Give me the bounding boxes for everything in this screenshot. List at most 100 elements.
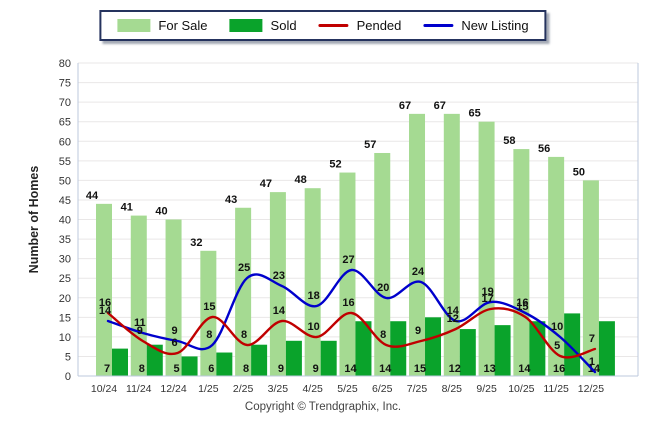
x-tick-label: 8/25 bbox=[442, 383, 463, 395]
label-pended-value: 15 bbox=[203, 301, 215, 313]
label-pended-value: 7 bbox=[589, 333, 595, 345]
y-tick-label: 70 bbox=[59, 97, 71, 109]
label-sold-value: 14 bbox=[588, 363, 601, 375]
label-for-sale-value: 52 bbox=[329, 159, 341, 171]
bar-for-sale bbox=[165, 219, 182, 376]
label-sold-value: 13 bbox=[483, 363, 495, 375]
bar-for-sale bbox=[478, 121, 495, 376]
x-tick-label: 6/25 bbox=[372, 383, 393, 395]
line-pended bbox=[106, 307, 597, 359]
label-for-sale-value: 43 bbox=[225, 194, 237, 206]
label-new-listing-value: 20 bbox=[377, 282, 389, 294]
y-tick-label: 25 bbox=[59, 273, 71, 285]
label-sold-value: 14 bbox=[344, 363, 357, 375]
label-sold-value: 8 bbox=[139, 363, 145, 375]
y-tick-label: 80 bbox=[59, 58, 71, 70]
y-tick-label: 55 bbox=[59, 156, 71, 168]
label-for-sale-value: 67 bbox=[399, 100, 411, 112]
y-axis-title: Number of Homes bbox=[27, 166, 41, 274]
y-tick-label: 50 bbox=[59, 175, 71, 187]
label-for-sale-value: 32 bbox=[190, 237, 202, 249]
label-sold-value: 15 bbox=[414, 363, 426, 375]
label-pended-value: 5 bbox=[554, 340, 560, 352]
bar-for-sale bbox=[409, 113, 426, 377]
x-tick-label: 11/24 bbox=[126, 383, 152, 395]
label-for-sale-value: 47 bbox=[260, 178, 272, 190]
bar-sold bbox=[251, 344, 268, 376]
label-new-listing-value: 8 bbox=[206, 329, 212, 341]
label-sold-value: 5 bbox=[173, 363, 179, 375]
y-tick-label: 45 bbox=[59, 195, 71, 207]
legend-label-sold: Sold bbox=[270, 18, 297, 33]
label-pended-value: 10 bbox=[308, 321, 320, 333]
y-tick-label: 40 bbox=[59, 215, 71, 227]
label-new-listing-value: 25 bbox=[238, 262, 250, 274]
y-tick-label: 20 bbox=[59, 293, 71, 305]
bar-for-sale bbox=[582, 180, 599, 376]
label-pended-value: 14 bbox=[273, 305, 286, 317]
label-for-sale-value: 50 bbox=[573, 166, 585, 178]
legend-item-for-sale: For Sale bbox=[117, 18, 208, 33]
bar-for-sale bbox=[130, 215, 147, 376]
legend-label-pended: Pended bbox=[356, 18, 402, 33]
label-pended-value: 17 bbox=[481, 293, 493, 305]
label-new-listing-value: 10 bbox=[551, 321, 563, 333]
label-new-listing-value: 11 bbox=[134, 317, 146, 329]
label-pended-value: 15 bbox=[516, 301, 528, 313]
bar-for-sale bbox=[513, 149, 530, 376]
y-tick-label: 75 bbox=[59, 78, 71, 90]
bar-sold bbox=[459, 329, 476, 376]
label-new-listing-value: 14 bbox=[447, 305, 460, 317]
x-tick-label: 3/25 bbox=[268, 383, 289, 395]
label-sold-value: 16 bbox=[553, 363, 565, 375]
label-new-listing-value: 24 bbox=[412, 266, 425, 278]
label-for-sale-value: 40 bbox=[155, 206, 167, 218]
label-sold-value: 14 bbox=[379, 363, 392, 375]
x-tick-label: 4/25 bbox=[302, 383, 323, 395]
label-for-sale-value: 65 bbox=[468, 108, 480, 120]
label-for-sale-value: 48 bbox=[295, 174, 307, 186]
copyright-text: Copyright © Trendgraphix, Inc. bbox=[244, 401, 402, 413]
x-tick-label: 5/25 bbox=[337, 383, 358, 395]
y-tick-label: 30 bbox=[59, 254, 71, 266]
label-pended-value: 16 bbox=[342, 297, 354, 309]
label-pended-value: 8 bbox=[380, 329, 386, 341]
label-sold-value: 9 bbox=[313, 363, 319, 375]
label-pended-value: 12 bbox=[447, 313, 459, 325]
label-new-listing-value: 19 bbox=[481, 286, 493, 298]
label-sold-value: 12 bbox=[449, 363, 461, 375]
y-tick-label: 15 bbox=[59, 312, 71, 324]
pended-line-swatch-icon bbox=[318, 24, 349, 27]
label-for-sale-value: 58 bbox=[503, 135, 515, 147]
legend-item-pended: Pended bbox=[318, 18, 402, 33]
label-new-listing-value: 27 bbox=[342, 254, 354, 266]
x-tick-label: 12/24 bbox=[160, 383, 186, 395]
label-for-sale-value: 57 bbox=[364, 139, 376, 151]
sold-swatch-icon bbox=[229, 19, 263, 32]
y-tick-label: 65 bbox=[59, 117, 71, 129]
bar-sold bbox=[390, 321, 407, 376]
x-tick-label: 7/25 bbox=[407, 383, 428, 395]
bar-sold bbox=[112, 348, 128, 376]
bar-sold bbox=[285, 340, 302, 376]
y-tick-label: 35 bbox=[59, 234, 71, 246]
bar-sold bbox=[355, 321, 372, 376]
label-for-sale-value: 41 bbox=[121, 202, 133, 214]
y-tick-label: 60 bbox=[59, 136, 71, 148]
x-tick-label: 1/25 bbox=[198, 383, 219, 395]
label-new-listing-value: 23 bbox=[273, 270, 285, 282]
label-new-listing-value: 16 bbox=[516, 297, 528, 309]
y-tick-label: 5 bbox=[65, 351, 71, 363]
label-new-listing-value: 14 bbox=[99, 305, 112, 317]
x-tick-label: 9/25 bbox=[476, 383, 497, 395]
y-tick-label: 10 bbox=[59, 332, 71, 344]
bar-for-sale bbox=[443, 113, 460, 377]
legend-item-sold: Sold bbox=[229, 18, 297, 33]
label-sold-value: 14 bbox=[518, 363, 531, 375]
label-new-listing-value: 18 bbox=[308, 290, 320, 302]
label-new-listing-value: 1 bbox=[589, 356, 595, 368]
bar-sold bbox=[216, 352, 233, 376]
bar-for-sale bbox=[96, 203, 112, 376]
